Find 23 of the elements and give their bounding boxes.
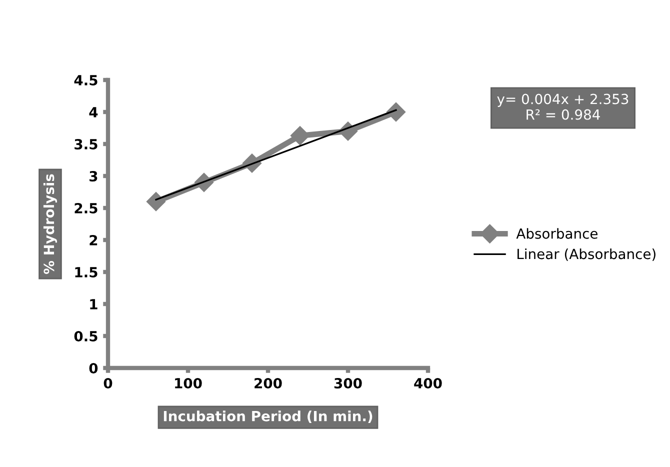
y-tick-label: 3.5 [74,138,98,150]
legend-label: Linear (Absorbance) [518,248,656,261]
y-tick-label: 4.5 [74,75,98,86]
y-tick-label: 4 [89,107,98,118]
y-tick-label: 3 [90,170,98,182]
point [146,192,166,212]
x-tick-label: 100 [175,378,202,388]
y-tick-label: 1 [90,299,98,310]
point [290,126,310,146]
y-tick-label: 1.5 [75,267,98,278]
x-tick-label: 200 [254,378,282,388]
text: y= 0.004x + 2.353 R² = 0.984 [497,94,628,120]
legend-label: Absorbance [516,228,598,239]
y-tick-label: 2.5 [74,202,98,214]
y-tick-label: 2 [90,234,98,246]
x-axis-title: Incubation Period (In min.) [164,410,372,423]
y-tick-label: 0.5 [74,330,98,342]
x-tick-label: 400 [414,378,442,388]
y-tick-label: 0 [89,362,98,374]
x-tick-label: 300 [334,378,362,388]
x-tick-label: 0 [104,378,112,388]
y-axis-title: % Hydrolysis [43,174,58,274]
point [386,102,406,122]
